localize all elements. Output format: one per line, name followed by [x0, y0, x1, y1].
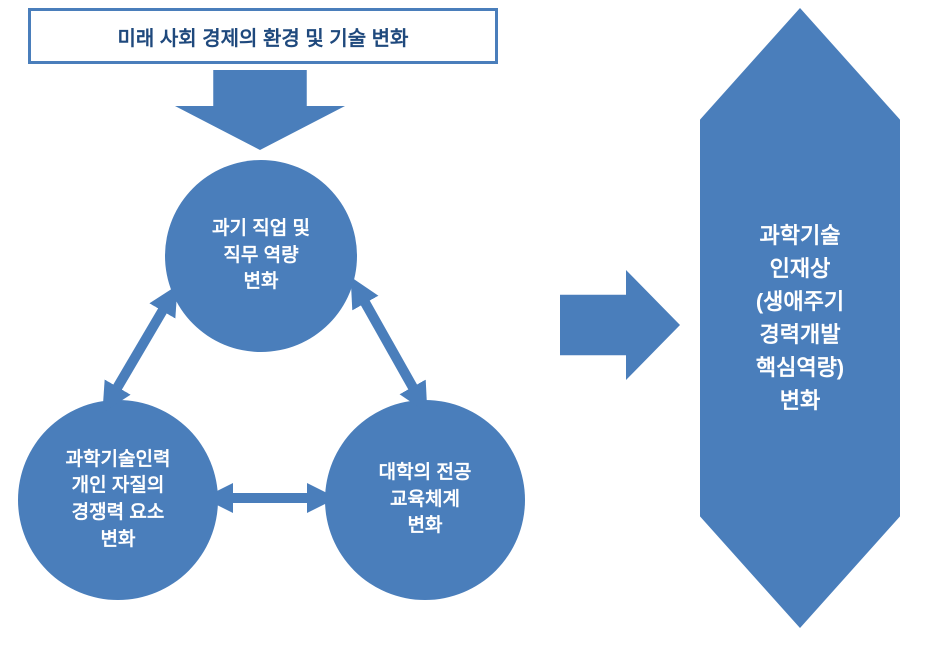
double-arrow-line-0 — [110, 298, 170, 400]
right-arrow-shape — [560, 270, 680, 380]
header-text: 미래 사회 경제의 환경 및 기술 변화 — [118, 22, 409, 51]
down-arrow-icon — [175, 70, 345, 150]
right-arrow-icon — [560, 270, 680, 380]
circle-right: 대학의 전공교육체계변화 — [325, 400, 525, 600]
circle-right-text: 대학의 전공교육체계변화 — [379, 460, 472, 540]
circle-left: 과학기술인력개인 자질의경쟁력 요소변화 — [18, 400, 218, 600]
header-box: 미래 사회 경제의 환경 및 기술 변화 — [28, 8, 498, 64]
double-arrow-line-1 — [358, 290, 420, 400]
down-arrow-shape — [175, 70, 345, 150]
circle-top: 과기 직업 및직무 역량변화 — [165, 160, 357, 352]
hexagon-container: 과학기술인재상(생애주기경력개발핵심역량)변화 — [700, 8, 900, 628]
circle-top-text: 과기 직업 및직무 역량변화 — [212, 216, 310, 296]
hexagon-text: 과학기술인재상(생애주기경력개발핵심역량)변화 — [756, 219, 844, 417]
circle-left-text: 과학기술인력개인 자질의경쟁력 요소변화 — [66, 447, 171, 553]
